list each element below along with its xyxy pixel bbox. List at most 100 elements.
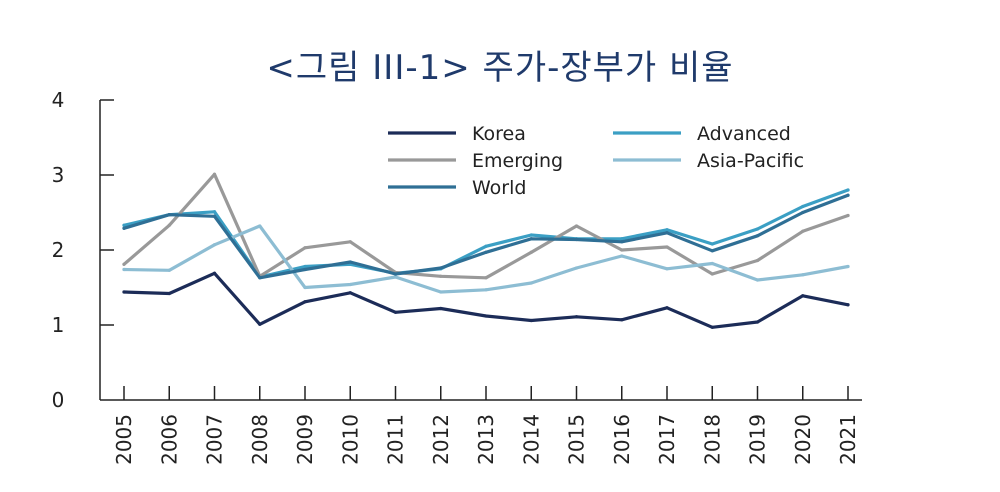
data-point-korea [167, 291, 171, 296]
data-point-world [846, 193, 850, 197]
data-point-world [348, 260, 352, 264]
data-point-world [167, 213, 171, 217]
data-point-asia-pacific [710, 261, 714, 266]
y-tick-label: 1 [52, 313, 65, 337]
data-point-korea [439, 306, 443, 311]
data-point-world [393, 272, 398, 276]
data-point-asia-pacific [846, 264, 850, 269]
x-tick-label: 2005 [112, 414, 136, 465]
data-point-korea [258, 322, 262, 326]
data-point-emerging [529, 250, 533, 254]
x-tick-label: 2017 [655, 414, 679, 465]
data-point-world [665, 231, 669, 235]
data-point-asia-pacific [529, 281, 533, 285]
data-point-emerging [484, 276, 488, 280]
x-tick-label: 2013 [474, 414, 498, 465]
y-tick-label: 2 [52, 238, 65, 262]
data-point-emerging [439, 274, 443, 278]
data-point-asia-pacific [122, 267, 126, 272]
data-point-korea [393, 310, 398, 314]
series-line-korea [122, 271, 850, 329]
data-point-emerging [846, 213, 850, 218]
data-point-world [620, 240, 624, 244]
y-tick-label: 4 [52, 88, 65, 112]
data-point-korea [801, 294, 805, 298]
data-point-korea [710, 325, 714, 329]
x-tick-label: 2018 [700, 414, 724, 465]
data-point-korea [212, 271, 217, 275]
data-point-korea [620, 318, 624, 322]
data-point-world [755, 234, 760, 238]
data-point-advanced [212, 210, 217, 214]
data-point-advanced [529, 233, 533, 237]
data-point-korea [529, 318, 533, 323]
legend-label-advanced: Advanced [697, 123, 791, 145]
data-point-asia-pacific [258, 224, 262, 228]
data-point-advanced [801, 204, 805, 209]
x-tick-label: 2015 [565, 414, 589, 465]
data-point-emerging [303, 246, 307, 250]
data-point-world [303, 267, 307, 272]
data-point-world [710, 249, 714, 253]
x-tick-label: 2009 [293, 414, 317, 465]
legend-label-korea: Korea [472, 123, 526, 145]
data-point-asia-pacific [303, 285, 307, 290]
data-point-emerging [122, 262, 126, 266]
x-tick-label: 2016 [610, 414, 634, 465]
data-point-asia-pacific [620, 254, 624, 258]
y-tick-label: 0 [52, 388, 65, 412]
data-point-advanced [665, 228, 669, 232]
legend-label-emerging: Emerging [472, 150, 563, 172]
data-point-advanced [755, 227, 760, 231]
x-tick-label: 2010 [338, 414, 362, 465]
data-point-emerging [620, 248, 624, 252]
data-point-advanced [303, 264, 307, 269]
x-tick-label: 2012 [429, 414, 453, 465]
data-point-korea [755, 320, 760, 324]
data-point-advanced [484, 244, 488, 248]
data-point-world [122, 226, 126, 230]
data-point-korea [484, 314, 488, 318]
data-point-asia-pacific [484, 288, 488, 292]
data-point-emerging [167, 223, 171, 227]
x-tick-label: 2006 [157, 414, 181, 465]
data-point-asia-pacific [212, 243, 217, 247]
x-tick-label: 2008 [248, 414, 272, 465]
data-point-emerging [801, 229, 805, 233]
data-point-asia-pacific [167, 268, 171, 272]
y-tick-label: 3 [52, 163, 65, 187]
x-tick-label: 2011 [384, 414, 408, 465]
data-point-asia-pacific [665, 267, 669, 271]
data-point-emerging [665, 245, 669, 249]
series-line-advanced [122, 188, 850, 279]
legend-label-asia-pacific: Asia-Pacific [697, 150, 804, 172]
data-point-world [258, 276, 262, 280]
data-point-korea [846, 303, 850, 307]
data-point-world [529, 237, 533, 241]
x-tick-label: 2021 [836, 414, 860, 465]
data-point-asia-pacific [393, 275, 398, 279]
data-point-korea [574, 315, 579, 319]
legend-label-world: World [472, 177, 526, 199]
chart-title: <그림 III-1> 주가-장부가 비율 [266, 48, 734, 88]
data-point-emerging [755, 258, 760, 263]
data-point-world [439, 266, 443, 270]
data-point-korea [665, 306, 669, 310]
data-point-emerging [212, 172, 217, 176]
data-point-asia-pacific [439, 290, 443, 294]
data-point-emerging [574, 224, 579, 228]
data-point-korea [348, 291, 352, 295]
x-tick-label: 2007 [203, 414, 227, 465]
data-point-advanced [710, 242, 714, 246]
data-point-advanced [122, 223, 126, 227]
data-point-emerging [710, 272, 714, 276]
data-point-asia-pacific [574, 266, 579, 270]
x-tick-label: 2020 [791, 414, 815, 465]
data-point-asia-pacific [348, 282, 352, 287]
data-point-world [574, 237, 579, 242]
data-point-korea [122, 290, 126, 294]
x-tick-label: 2019 [746, 414, 770, 465]
data-point-world [484, 250, 488, 254]
data-point-world [212, 214, 217, 218]
